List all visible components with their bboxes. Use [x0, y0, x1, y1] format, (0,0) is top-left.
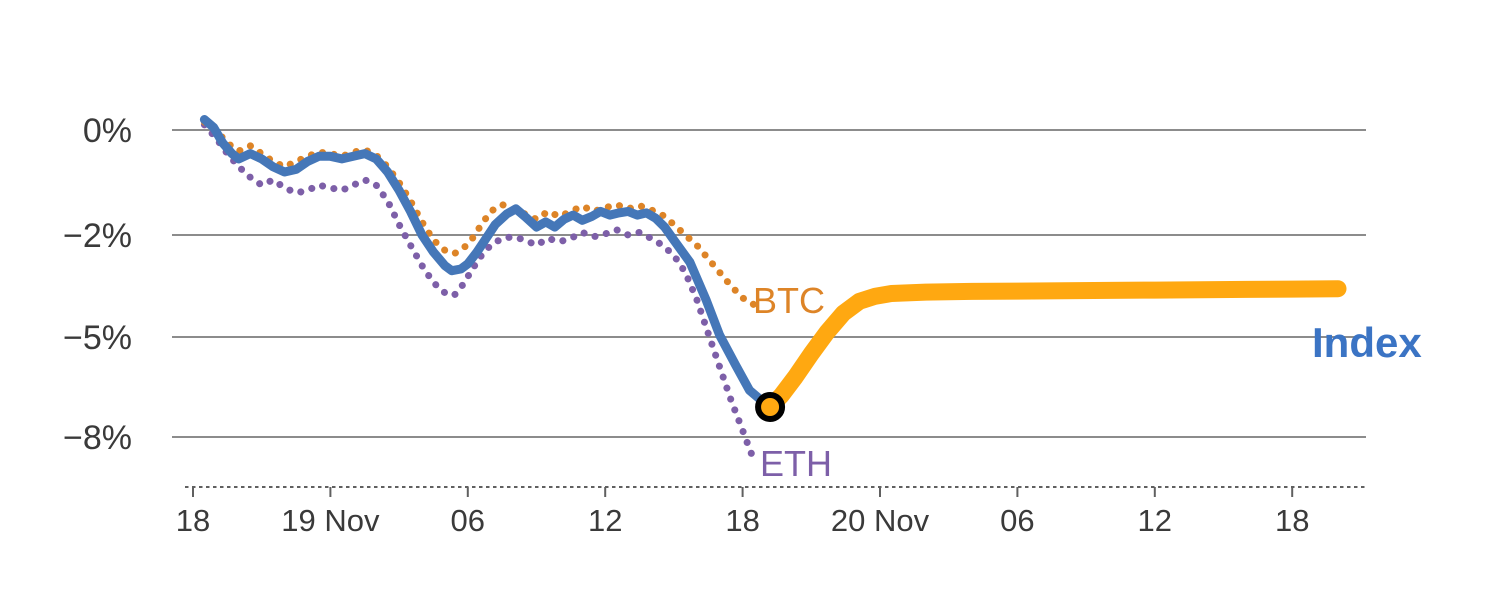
series-lines — [199, 115, 1347, 464]
svg-text:0%: 0% — [83, 112, 132, 150]
x-axis-line-and-ticks — [185, 486, 1366, 497]
svg-text:12: 12 — [588, 503, 622, 538]
svg-text:18: 18 — [725, 503, 759, 538]
svg-text:06: 06 — [1000, 503, 1034, 538]
svg-text:−5%: −5% — [63, 319, 132, 357]
svg-text:20 Nov: 20 Nov — [831, 503, 930, 538]
current-point-marker — [755, 392, 786, 422]
svg-text:19 Nov: 19 Nov — [281, 503, 380, 538]
x-tick-labels: 18 19 Nov 06 12 18 20 Nov 06 12 18 — [176, 503, 1310, 538]
y-tick-labels: 0% −2% −5% −8% — [63, 112, 132, 457]
y-gridlines — [172, 129, 1366, 438]
index-series-label: Index — [1312, 319, 1422, 366]
eth-series-label: ETH — [760, 443, 832, 484]
svg-text:−8%: −8% — [63, 419, 132, 457]
svg-text:−2%: −2% — [63, 217, 132, 255]
btc-series-label: BTC — [753, 280, 825, 321]
svg-text:18: 18 — [176, 503, 210, 538]
svg-text:12: 12 — [1138, 503, 1172, 538]
svg-text:06: 06 — [451, 503, 485, 538]
svg-text:18: 18 — [1275, 503, 1309, 538]
